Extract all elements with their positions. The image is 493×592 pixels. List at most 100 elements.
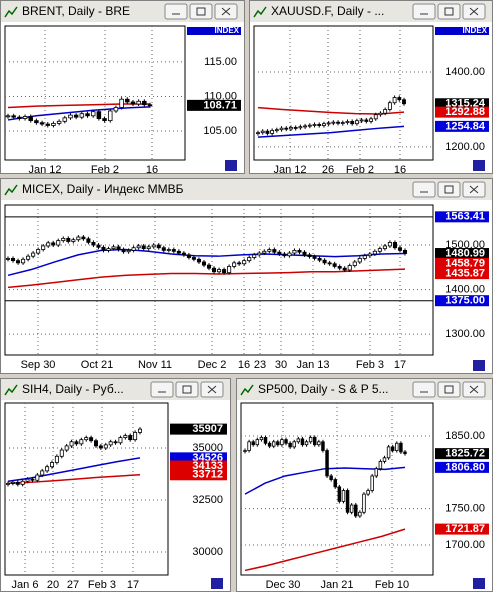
minimize-button[interactable] <box>164 3 188 20</box>
date-label: Sep 30 <box>21 359 56 371</box>
candle <box>243 450 247 452</box>
candle <box>247 441 251 451</box>
candle <box>21 258 26 264</box>
candle <box>349 504 354 513</box>
date-label: Dec 2 <box>198 359 227 371</box>
scroll-button[interactable] <box>473 578 485 589</box>
axis-header <box>187 27 241 35</box>
candle <box>191 257 196 260</box>
candle <box>171 249 176 252</box>
scroll-button[interactable] <box>473 360 485 371</box>
candle <box>101 246 106 251</box>
candle <box>46 242 51 247</box>
candle <box>5 258 11 260</box>
date-label: Feb 2 <box>346 164 374 176</box>
window-icon <box>253 6 267 18</box>
candle <box>277 251 282 255</box>
candle <box>325 450 329 477</box>
candle <box>402 99 406 105</box>
minimize-button[interactable] <box>412 381 436 398</box>
candle <box>333 479 337 488</box>
candle <box>272 249 277 253</box>
candle <box>64 445 69 451</box>
maximize-button[interactable] <box>437 3 461 20</box>
moving-average <box>7 103 150 109</box>
candle <box>119 98 124 108</box>
candle <box>317 124 322 126</box>
candle <box>327 262 332 265</box>
candle <box>386 446 391 459</box>
window-title: SP500, Daily - S & P 5... <box>258 382 389 396</box>
candle <box>322 259 327 264</box>
candle <box>146 246 151 250</box>
price-marker <box>435 523 489 535</box>
candle <box>5 115 11 118</box>
candle <box>15 481 20 485</box>
date-label: Feb 10 <box>375 579 409 591</box>
price-marker <box>435 248 489 260</box>
candle <box>30 478 35 481</box>
maximize-button[interactable] <box>189 3 213 20</box>
minimize-button[interactable] <box>150 381 174 398</box>
candle <box>326 122 331 125</box>
price-label: 1458.79 <box>445 257 485 269</box>
candle <box>312 256 317 259</box>
price-label: 30000 <box>192 546 223 558</box>
chart-window: BRENT, Daily - BRE INDEX Jan 12 Feb 2 16 115.… <box>0 0 245 176</box>
plot-area <box>4 204 434 356</box>
axis-header <box>435 27 489 35</box>
candle <box>186 254 191 258</box>
candle <box>45 466 50 472</box>
candle <box>59 449 64 457</box>
candle <box>296 438 301 443</box>
candle <box>307 124 312 127</box>
window-title: XAUUSD.F, Daily - ... <box>271 4 384 18</box>
candle <box>151 244 156 248</box>
candle <box>116 246 121 250</box>
candle <box>181 252 186 256</box>
scroll-button[interactable] <box>225 160 237 171</box>
candle <box>287 252 292 257</box>
candle <box>259 437 264 441</box>
price-label: 1721.87 <box>445 523 485 535</box>
candle <box>136 245 141 249</box>
scroll-button[interactable] <box>473 160 485 171</box>
minimize-button[interactable] <box>412 181 436 198</box>
plot-area <box>4 25 186 161</box>
candle <box>222 269 227 274</box>
candle <box>345 490 350 513</box>
price-marker <box>435 268 489 280</box>
candle <box>345 121 350 123</box>
candle <box>176 250 181 254</box>
close-glyph <box>469 7 479 16</box>
candle <box>292 250 297 254</box>
candle <box>161 247 166 251</box>
candle <box>387 102 392 110</box>
candle <box>69 441 74 447</box>
minimize-button[interactable] <box>412 3 436 20</box>
candle <box>141 245 146 250</box>
title-bar <box>1 179 492 200</box>
maximize-button[interactable] <box>437 181 461 198</box>
window-title: BRENT, Daily - BRE <box>22 4 130 18</box>
candle <box>308 437 313 443</box>
scroll-button[interactable] <box>211 578 223 589</box>
chart-window: SIH4, Daily - Руб... Jan 6 20 27 Feb 3 17 3590… <box>0 378 231 592</box>
candle <box>282 253 287 257</box>
maximize-button[interactable] <box>175 381 199 398</box>
candle <box>350 121 355 125</box>
price-label: 105.00 <box>203 125 237 137</box>
candle <box>196 258 201 263</box>
maximize-glyph <box>444 185 454 194</box>
candle <box>357 258 362 263</box>
candle <box>378 112 383 116</box>
candle <box>61 237 66 242</box>
candle <box>387 241 392 247</box>
candle <box>108 441 113 446</box>
maximize-button[interactable] <box>437 381 461 398</box>
candle <box>383 109 388 114</box>
candle <box>118 437 123 444</box>
price-label: 32500 <box>192 494 223 506</box>
moving-average <box>244 466 406 495</box>
candle <box>397 97 402 101</box>
